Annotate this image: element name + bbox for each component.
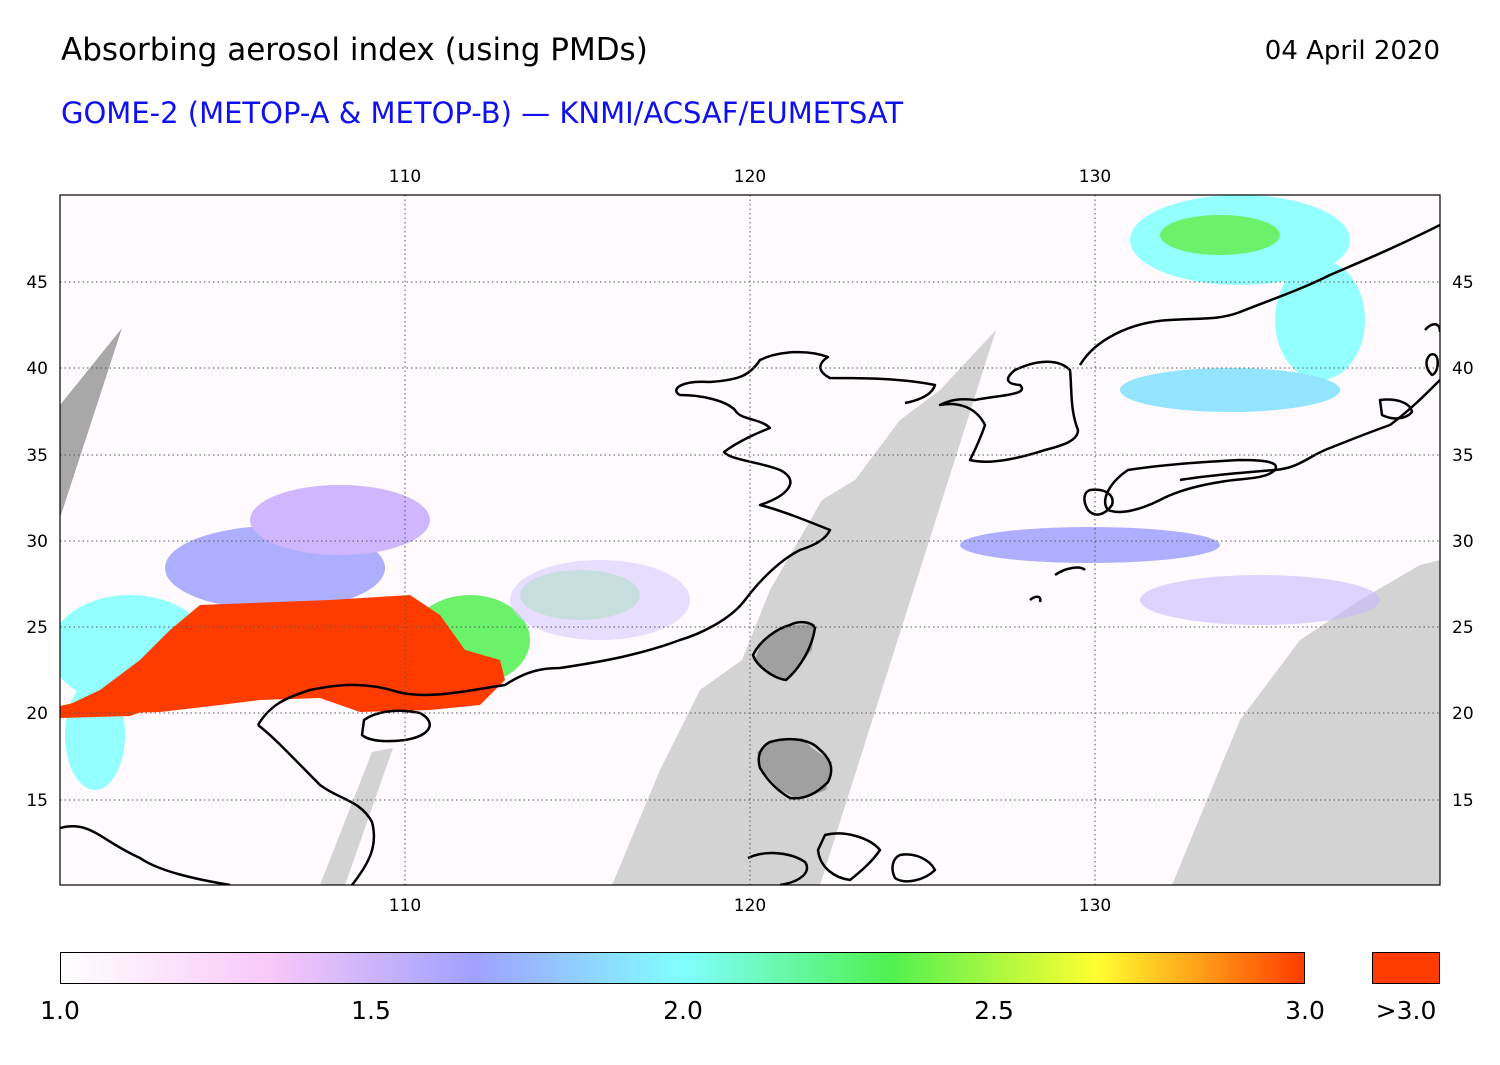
swath-gap-south: [320, 748, 393, 885]
lat-tick-left-45: 45: [26, 273, 48, 293]
colorbar-gradient: [60, 952, 1305, 984]
lat-tick-right-20: 20: [1452, 704, 1474, 724]
colorbar-label-1-0: 1.0: [40, 996, 80, 1025]
lat-tick-left-30: 30: [26, 532, 48, 552]
lon-tick-bottom-130: 130: [1079, 896, 1111, 916]
lon-tick-top-130: 130: [1079, 167, 1111, 187]
lat-tick-right-45: 45: [1452, 273, 1474, 293]
aerosol-plumes: [60, 195, 1380, 790]
swath-gap-west: [60, 328, 122, 518]
map-subtitle: GOME-2 (METOP-A & METOP-B) — KNMI/ACSAF/…: [61, 96, 904, 130]
gridlines: [60, 195, 1440, 885]
land-no-data-luzon: [757, 738, 832, 800]
land-no-data-taiwan: [755, 624, 815, 680]
swath-gap-east: [1172, 560, 1440, 885]
lon-tick-top-120: 120: [734, 167, 766, 187]
colorbar-label-2-0: 2.0: [663, 996, 703, 1025]
lat-tick-left-15: 15: [26, 791, 48, 811]
lon-tick-bottom-120: 120: [734, 896, 766, 916]
lat-tick-right-40: 40: [1452, 359, 1474, 379]
lat-tick-right-15: 15: [1452, 791, 1474, 811]
lon-tick-bottom-110: 110: [389, 896, 421, 916]
lat-tick-left-25: 25: [26, 618, 48, 638]
colorbar-overflow-swatch: [1372, 952, 1440, 984]
lat-tick-right-25: 25: [1452, 618, 1474, 638]
swath-gap-central: [612, 330, 996, 885]
aerosol-overflow-region: [62, 595, 505, 715]
map-title: Absorbing aerosol index (using PMDs): [61, 32, 648, 68]
colorbar-label-1-5: 1.5: [351, 996, 391, 1025]
lon-tick-top-110: 110: [389, 167, 421, 187]
colorbar-label-overflow: >3.0: [1375, 996, 1437, 1025]
plot-frame: [59, 194, 1441, 886]
lat-tick-left-40: 40: [26, 359, 48, 379]
lat-tick-left-20: 20: [26, 704, 48, 724]
lat-tick-right-30: 30: [1452, 532, 1474, 552]
map-date: 04 April 2020: [1264, 36, 1440, 66]
lat-tick-left-35: 35: [26, 446, 48, 466]
colorbar-label-2-5: 2.5: [974, 996, 1014, 1025]
coastlines: [60, 223, 1440, 885]
aerosol-map: 110 120 130 110 120 130 45 40 35 30 25 2…: [26, 167, 1474, 916]
colorbar-label-3-0: 3.0: [1285, 996, 1325, 1025]
lat-tick-right-35: 35: [1452, 446, 1474, 466]
aerosol-overflow-west: [60, 690, 160, 718]
